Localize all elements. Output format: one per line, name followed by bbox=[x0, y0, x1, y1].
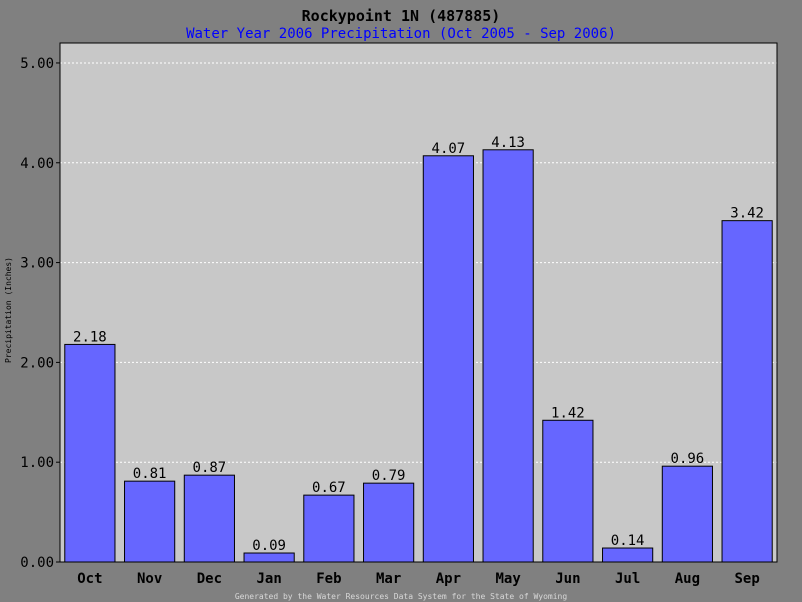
data-label-jul: 0.14 bbox=[611, 533, 645, 549]
bar-may bbox=[482, 149, 534, 563]
data-label-feb: 0.67 bbox=[312, 480, 346, 496]
data-label-oct: 2.18 bbox=[73, 329, 107, 345]
bar-dec bbox=[183, 474, 235, 563]
data-label-jan: 0.09 bbox=[252, 538, 286, 554]
chart-subtitle: Water Year 2006 Precipitation (Oct 2005 … bbox=[186, 26, 616, 42]
data-label-apr: 4.07 bbox=[432, 141, 466, 157]
bar-nov bbox=[124, 480, 176, 563]
data-label-jun: 1.42 bbox=[551, 405, 585, 421]
x-tick-label-dec: Dec bbox=[197, 571, 222, 587]
x-tick-label-jan: Jan bbox=[256, 571, 281, 587]
y-tick-label: 4.00 bbox=[20, 156, 54, 172]
x-tick-label-nov: Nov bbox=[137, 571, 162, 587]
bar-sep bbox=[721, 220, 773, 563]
x-tick-label-feb: Feb bbox=[316, 571, 341, 587]
y-tick-label: 3.00 bbox=[20, 256, 54, 272]
data-label-mar: 0.79 bbox=[372, 468, 406, 484]
data-label-aug: 0.96 bbox=[671, 451, 705, 467]
data-label-dec: 0.87 bbox=[193, 460, 227, 476]
x-tick-label-sep: Sep bbox=[734, 571, 759, 587]
bar-feb bbox=[303, 494, 355, 563]
x-tick-label-aug: Aug bbox=[675, 571, 700, 587]
x-tick-label-mar: Mar bbox=[376, 571, 401, 587]
x-tick-label-apr: Apr bbox=[436, 571, 461, 587]
y-axis-label: Precipitation (Inches) bbox=[4, 257, 13, 363]
bar-aug bbox=[661, 465, 713, 563]
data-label-sep: 3.42 bbox=[730, 206, 764, 222]
x-axis-ticks: Oct Nov Dec Jan Feb Mar Apr May Jun Jul Aug Sep bbox=[77, 571, 760, 587]
footer-credit: Generated by the Water Resources Data Sy… bbox=[235, 592, 568, 601]
data-labels-layer: 2.18 0.81 0.87 0.09 0.67 0.79 4.07 4.13 1.42 0.14… bbox=[73, 135, 764, 554]
x-tick-label-jun: Jun bbox=[555, 571, 580, 587]
plot-frame bbox=[59, 42, 778, 563]
x-tick-label-jul: Jul bbox=[615, 571, 640, 587]
bar-jun bbox=[542, 419, 594, 563]
bar-jul bbox=[602, 547, 654, 563]
x-tick-label-may: May bbox=[495, 571, 521, 587]
y-tick-label: 5.00 bbox=[20, 56, 54, 72]
data-label-may: 4.13 bbox=[491, 135, 525, 151]
bar-apr bbox=[422, 155, 474, 563]
plot-area bbox=[60, 43, 777, 562]
grid-layer bbox=[60, 62, 777, 463]
bar-jan bbox=[243, 552, 295, 563]
y-tick-label: 1.00 bbox=[20, 455, 54, 471]
y-tick-label: 0.00 bbox=[20, 555, 54, 571]
bar-oct bbox=[64, 343, 116, 563]
bar-mar bbox=[363, 482, 415, 563]
chart-title: Rockypoint 1N (487885) bbox=[302, 7, 501, 25]
x-tick-label-oct: Oct bbox=[77, 571, 102, 587]
data-label-nov: 0.81 bbox=[133, 466, 167, 482]
y-axis-ticks: 0.00 1.00 2.00 3.00 4.00 5.00 bbox=[20, 56, 60, 571]
bars-layer bbox=[64, 149, 773, 563]
y-tick-label: 2.00 bbox=[20, 355, 54, 371]
